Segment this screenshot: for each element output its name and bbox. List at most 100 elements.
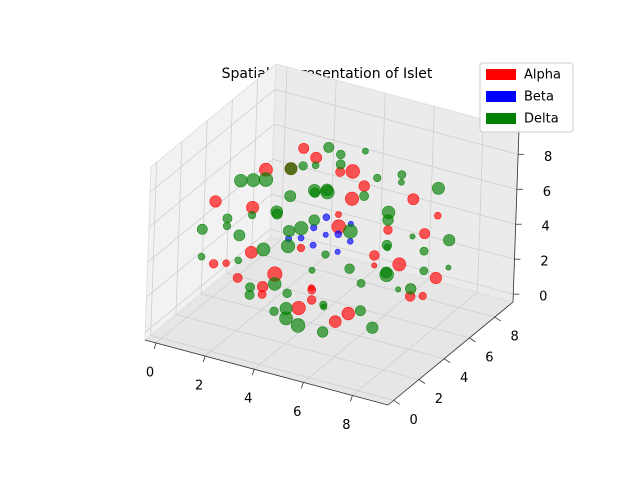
point [246, 173, 261, 187]
legend-swatch [486, 113, 516, 124]
grid-line [251, 79, 259, 253]
grid-line [150, 334, 394, 401]
grid-line [175, 141, 183, 315]
point [311, 161, 320, 170]
point [279, 311, 293, 326]
grid-line [275, 88, 519, 155]
x-axis-line [144, 339, 389, 406]
y-tick [494, 316, 501, 322]
point [258, 172, 274, 187]
point [445, 264, 452, 271]
y-tick [443, 358, 451, 364]
legend-swatch [486, 69, 516, 80]
point [208, 259, 219, 269]
point [328, 315, 342, 328]
x-tick-label: 8 [342, 418, 350, 433]
point [366, 321, 379, 334]
point [281, 239, 296, 254]
point [296, 243, 306, 253]
point [381, 205, 396, 220]
grid-line [273, 123, 518, 190]
point [392, 257, 407, 272]
point [419, 246, 429, 256]
point [395, 286, 402, 293]
point [290, 318, 306, 333]
point [371, 262, 378, 269]
point [336, 149, 346, 160]
point [248, 210, 257, 220]
point [298, 142, 310, 154]
x-tick-label: 2 [195, 379, 203, 394]
point [269, 306, 279, 316]
legend-swatch [486, 91, 516, 102]
z-axis-line [512, 128, 520, 303]
point [341, 306, 355, 321]
point [322, 231, 329, 238]
y-tick-label: 2 [435, 392, 443, 407]
point [369, 250, 380, 261]
point [291, 300, 306, 316]
point [320, 185, 335, 200]
z-tick-label: 0 [539, 290, 547, 305]
grid-line [201, 293, 445, 360]
point [234, 256, 243, 265]
grid-line [271, 193, 515, 260]
grid-line [272, 158, 516, 225]
point [308, 266, 316, 274]
point [335, 211, 342, 218]
point [419, 228, 431, 240]
point [407, 193, 420, 206]
point [271, 208, 283, 220]
point [298, 161, 308, 171]
point [323, 141, 335, 153]
z-tick-label: 6 [543, 185, 551, 200]
point [282, 224, 296, 238]
point [334, 248, 341, 255]
point [320, 303, 328, 311]
y-tick-label: 6 [485, 350, 493, 365]
grid-line [477, 119, 484, 293]
point [356, 278, 366, 288]
x-tick-label: 0 [146, 365, 154, 380]
point [345, 164, 360, 179]
point [321, 250, 330, 259]
y-tick [469, 337, 476, 343]
point [284, 162, 298, 175]
legend-label: Alpha [524, 68, 561, 83]
point [431, 181, 445, 195]
point [256, 242, 271, 257]
z-tick-label: 8 [544, 150, 552, 165]
grid-line [270, 228, 514, 295]
z-tick-label: 4 [542, 220, 550, 235]
grid-line [226, 99, 233, 273]
point [354, 305, 366, 317]
grid-line [150, 162, 158, 336]
legend-label: Delta [524, 112, 559, 127]
grid-line [145, 228, 271, 333]
point [316, 326, 329, 338]
x-tick-label: 4 [244, 392, 252, 407]
point [209, 195, 222, 208]
point [409, 233, 416, 240]
point [383, 243, 392, 252]
point [307, 285, 317, 295]
x-tick [300, 382, 304, 389]
point [268, 277, 282, 291]
grid-line [251, 251, 495, 318]
grid-line [155, 239, 282, 344]
point [307, 295, 317, 305]
point [233, 229, 246, 242]
point [232, 272, 243, 283]
point [443, 234, 456, 247]
point [282, 288, 292, 299]
point [418, 291, 427, 301]
point [309, 241, 317, 249]
x-tick [202, 355, 206, 363]
z-tick-label: 2 [540, 255, 548, 270]
point [222, 259, 230, 267]
point [429, 271, 442, 285]
point [398, 178, 405, 186]
y-axis-line [387, 301, 514, 406]
point [347, 238, 354, 245]
